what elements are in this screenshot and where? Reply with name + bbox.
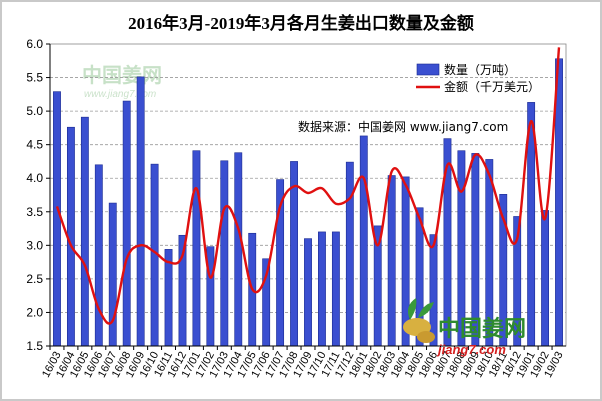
bar-series <box>53 58 563 347</box>
logo-watermark-label: 中国姜网 <box>438 316 526 342</box>
quantity-bar <box>192 150 201 347</box>
quantity-bar <box>53 91 61 347</box>
y-tick-label: 6.0 <box>26 37 43 51</box>
ginger-logo-icon <box>403 298 435 343</box>
legend-amount-label: 金额（千万美元） <box>444 79 540 94</box>
y-tick-label: 1.5 <box>26 339 43 353</box>
legend-quantity-label: 数量（万吨） <box>444 62 516 77</box>
quantity-bar <box>234 152 243 347</box>
legend-bar-swatch <box>416 63 440 76</box>
logo-watermark-url: jiang7.com <box>436 342 506 357</box>
quantity-bar <box>122 100 131 347</box>
quantity-bar <box>80 116 89 347</box>
quantity-bar <box>359 135 368 347</box>
x-axis-ticks: 16/0316/0416/0516/0616/0716/0816/0916/10… <box>40 346 566 380</box>
legend: 数量（万吨） 金额（千万美元） <box>416 62 540 94</box>
quantity-bar <box>220 160 229 347</box>
grid-lines <box>50 77 566 313</box>
faint-watermark: 中国姜网 www.jiang7.com <box>82 63 162 100</box>
y-tick-label: 4.0 <box>26 171 43 185</box>
quantity-bar <box>429 234 438 347</box>
amount-line <box>55 47 561 325</box>
quantity-bar <box>541 210 550 347</box>
faint-watermark-url: www.jiang7.com <box>84 89 156 100</box>
y-tick-label: 4.5 <box>26 138 43 152</box>
quantity-bar <box>345 161 354 347</box>
faint-watermark-label: 中国姜网 <box>82 63 162 87</box>
y-axis-ticks: 1.5 2.0 2.5 3.0 3.5 4.0 4.5 5.0 5.5 6.0 <box>26 37 50 353</box>
y-tick-label: 2.5 <box>26 272 43 286</box>
y-tick-label: 3.0 <box>26 238 43 252</box>
quantity-bar <box>331 231 340 347</box>
quantity-bar <box>94 164 103 347</box>
chart-title: 2016年3月-2019年3月各月生姜出口数量及金额 <box>128 13 474 33</box>
quantity-bar <box>304 238 312 347</box>
data-source-note: 数据来源：中国姜网 www.jiang7.com <box>298 119 508 134</box>
y-tick-label: 2.0 <box>26 305 43 319</box>
quantity-bar <box>318 231 326 347</box>
quantity-bar <box>387 175 396 347</box>
logo-watermark: 中国姜网 jiang7.com <box>403 298 526 357</box>
y-tick-label: 5.5 <box>26 71 43 85</box>
y-tick-label: 5.0 <box>26 104 43 118</box>
y-tick-label: 3.5 <box>26 205 43 219</box>
quantity-bar <box>136 76 145 347</box>
